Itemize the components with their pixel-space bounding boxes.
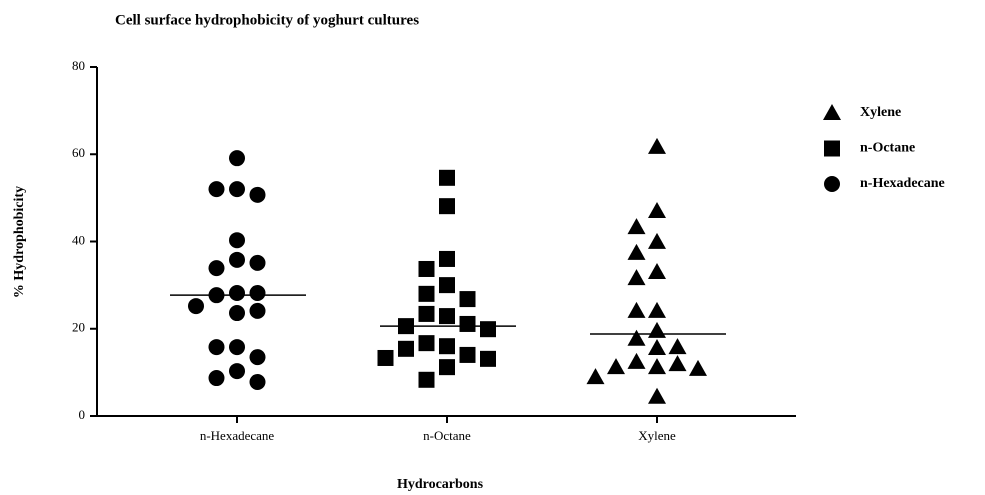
point — [648, 137, 666, 154]
point — [627, 329, 646, 346]
point — [229, 181, 245, 198]
point — [418, 305, 435, 322]
point — [648, 338, 666, 355]
x-tick-label: Xylene — [638, 428, 676, 443]
point — [627, 269, 646, 286]
legend-label: n-Hexadecane — [860, 176, 945, 191]
legend-marker — [824, 140, 840, 157]
point — [229, 150, 245, 167]
point — [418, 335, 435, 352]
x-tick-label: n-Hexadecane — [200, 428, 275, 443]
point — [459, 315, 476, 332]
point — [249, 349, 266, 366]
legend-marker — [823, 104, 841, 120]
point — [627, 352, 646, 369]
y-tick-label: 80 — [72, 58, 85, 73]
legend-label: n-Octane — [860, 141, 915, 156]
point — [627, 218, 646, 235]
point — [648, 201, 666, 218]
point — [648, 387, 666, 404]
point — [229, 284, 245, 301]
point — [229, 339, 245, 356]
point — [418, 371, 435, 388]
point — [208, 260, 225, 277]
point — [648, 232, 666, 249]
point — [249, 284, 266, 301]
point — [249, 373, 266, 390]
point — [480, 350, 496, 367]
point — [249, 186, 266, 203]
y-tick-label: 60 — [72, 145, 85, 160]
point — [627, 243, 646, 260]
x-tick-label: n-Octane — [423, 428, 471, 443]
point — [627, 301, 646, 318]
point — [229, 305, 245, 322]
point — [689, 359, 707, 376]
point — [249, 302, 266, 319]
point — [668, 338, 687, 355]
point — [418, 285, 435, 302]
legend-marker — [824, 176, 840, 192]
point — [249, 254, 266, 271]
point — [229, 232, 245, 249]
point — [377, 349, 394, 366]
point — [439, 198, 455, 215]
point — [229, 251, 245, 268]
point — [459, 291, 476, 308]
point — [439, 250, 455, 267]
point — [586, 368, 605, 385]
point — [439, 338, 455, 355]
point — [418, 260, 435, 277]
point — [208, 370, 225, 387]
point — [208, 181, 225, 198]
point — [648, 358, 666, 375]
y-tick-label: 0 — [79, 407, 86, 422]
point — [607, 358, 625, 375]
point — [648, 301, 666, 318]
point — [208, 339, 225, 356]
y-axis-label: % Hydrophobicity — [12, 186, 27, 298]
point — [439, 277, 455, 294]
x-axis-label: Hydrocarbons — [397, 477, 484, 492]
point — [229, 363, 245, 380]
point — [459, 346, 476, 363]
legend-label: Xylene — [860, 105, 901, 120]
point — [648, 321, 666, 338]
point — [648, 263, 666, 280]
y-tick-label: 40 — [72, 232, 85, 247]
point — [188, 298, 204, 315]
chart-title: Cell surface hydrophobicity of yoghurt c… — [115, 12, 419, 28]
point — [480, 321, 496, 338]
point — [398, 340, 414, 357]
point — [439, 308, 455, 325]
point — [668, 355, 687, 372]
point — [439, 169, 455, 186]
y-tick-label: 20 — [72, 320, 85, 335]
point — [439, 359, 455, 376]
